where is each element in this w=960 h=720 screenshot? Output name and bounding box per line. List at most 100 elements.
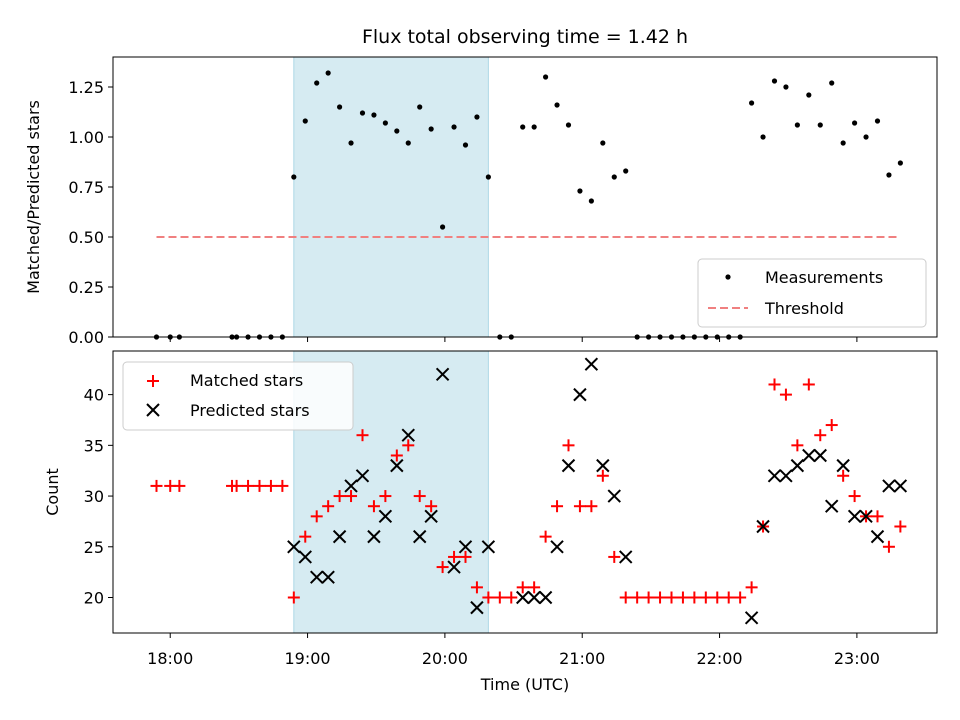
matched-star-point bbox=[459, 550, 472, 563]
measurement-point bbox=[348, 140, 354, 146]
matched-star-point bbox=[299, 530, 312, 543]
predicted-star-point bbox=[573, 387, 587, 402]
predicted-star-point bbox=[287, 540, 301, 554]
y-tick-label: 20 bbox=[84, 588, 104, 607]
predicted-star-point bbox=[893, 479, 908, 493]
matched-star-point bbox=[551, 500, 564, 513]
matched-star-point bbox=[436, 561, 449, 574]
x-axis-label: Time (UTC) bbox=[480, 675, 569, 694]
predicted-star-point bbox=[344, 479, 358, 493]
measurement-point bbox=[382, 120, 388, 126]
legend-predicted-label: Predicted stars bbox=[190, 401, 310, 420]
matched-star-point bbox=[242, 479, 255, 492]
matched-star-point bbox=[585, 500, 598, 513]
measurement-point bbox=[749, 100, 755, 106]
measurement-point bbox=[577, 188, 583, 194]
measurement-point bbox=[302, 118, 308, 124]
predicted-star-point bbox=[424, 509, 438, 524]
y-tick-label: 1.25 bbox=[68, 78, 104, 97]
measurement-point bbox=[451, 124, 457, 130]
predicted-star-point bbox=[870, 529, 885, 544]
matched-star-point bbox=[791, 439, 804, 452]
legend-threshold-label: Threshold bbox=[764, 299, 844, 318]
measurement-point bbox=[485, 174, 491, 180]
x-tick-label: 22:00 bbox=[697, 649, 743, 668]
matched-star-point bbox=[596, 469, 609, 482]
predicted-star-point bbox=[619, 550, 633, 564]
ratio-y-ticks: 0.00 0.25 0.50 0.75 1.00 1.25 bbox=[68, 78, 113, 347]
matched-star-point bbox=[642, 591, 655, 604]
predicted-star-point bbox=[607, 489, 621, 503]
predicted-star-point bbox=[355, 469, 370, 483]
measurement-point bbox=[417, 104, 423, 110]
matched-star-point bbox=[367, 500, 380, 513]
y-tick-label: 0.75 bbox=[68, 178, 104, 197]
y-tick-label: 25 bbox=[84, 538, 104, 557]
predicted-star-point bbox=[596, 458, 610, 473]
predicted-star-point bbox=[767, 469, 782, 483]
predicted-star-point bbox=[836, 458, 850, 473]
measurement-point bbox=[405, 140, 411, 146]
predicted-star-point bbox=[584, 357, 599, 371]
measurement-point bbox=[531, 124, 537, 130]
measurement-point bbox=[600, 140, 606, 146]
matched-star-point bbox=[654, 591, 667, 604]
measurement-point bbox=[440, 224, 446, 230]
measurement-point bbox=[783, 84, 789, 90]
ratio-y-axis-label: Matched/Predicted stars bbox=[24, 100, 43, 294]
matched-star-point bbox=[688, 591, 701, 604]
count-points bbox=[150, 357, 908, 625]
measurement-point bbox=[623, 168, 629, 174]
matched-star-point bbox=[482, 591, 495, 604]
matched-star-point bbox=[402, 439, 415, 452]
matched-star-point bbox=[448, 550, 461, 563]
predicted-star-point bbox=[481, 540, 496, 554]
matched-star-point bbox=[356, 429, 369, 442]
predicted-star-point bbox=[435, 367, 450, 382]
measurement-point bbox=[325, 70, 331, 76]
predicted-star-point bbox=[390, 458, 404, 473]
legend-matched-label: Matched stars bbox=[190, 371, 303, 390]
legend-measurements-label: Measurements bbox=[765, 268, 883, 287]
matched-star-point bbox=[608, 550, 621, 563]
predicted-star-point bbox=[813, 448, 827, 463]
y-tick-label: 1.00 bbox=[68, 128, 104, 147]
measurement-point bbox=[462, 142, 469, 148]
predicted-star-point bbox=[779, 469, 793, 483]
measurement-point bbox=[760, 134, 766, 140]
ratio-panel-frame bbox=[112, 56, 938, 338]
y-tick-label: 30 bbox=[84, 487, 104, 506]
matched-star-point bbox=[516, 581, 529, 594]
count-x-ticks: 18:00 19:00 20:00 21:00 22:00 23:00 bbox=[147, 633, 880, 668]
measurement-point bbox=[611, 174, 617, 180]
matched-star-point bbox=[722, 591, 735, 604]
measurement-point bbox=[863, 134, 869, 140]
matched-star-point bbox=[631, 591, 644, 604]
matched-star-point bbox=[676, 591, 689, 604]
matched-star-point bbox=[779, 388, 792, 401]
measurement-point bbox=[897, 160, 903, 166]
predicted-star-point bbox=[825, 499, 839, 513]
predicted-star-point bbox=[413, 529, 427, 544]
measurement-point bbox=[588, 198, 594, 204]
predicted-star-point bbox=[550, 540, 564, 554]
matched-star-point bbox=[264, 479, 277, 492]
predicted-star-point bbox=[332, 529, 347, 544]
measurement-point bbox=[806, 92, 812, 98]
measurement-point bbox=[840, 140, 846, 146]
predicted-star-point bbox=[321, 570, 335, 584]
x-tick-label: 21:00 bbox=[559, 649, 605, 668]
matched-star-point bbox=[333, 490, 346, 503]
predicted-star-point bbox=[298, 550, 312, 564]
predicted-star-point bbox=[527, 590, 541, 605]
count-legend-box bbox=[122, 361, 354, 431]
matched-star-point bbox=[230, 479, 243, 492]
measurement-point bbox=[291, 174, 297, 180]
matched-star-point bbox=[173, 479, 186, 492]
measurement-point bbox=[565, 122, 572, 128]
measurement-point bbox=[771, 78, 778, 84]
ratio-legend-box bbox=[697, 258, 927, 328]
predicted-star-point bbox=[847, 509, 862, 524]
measurement-point bbox=[337, 104, 343, 110]
